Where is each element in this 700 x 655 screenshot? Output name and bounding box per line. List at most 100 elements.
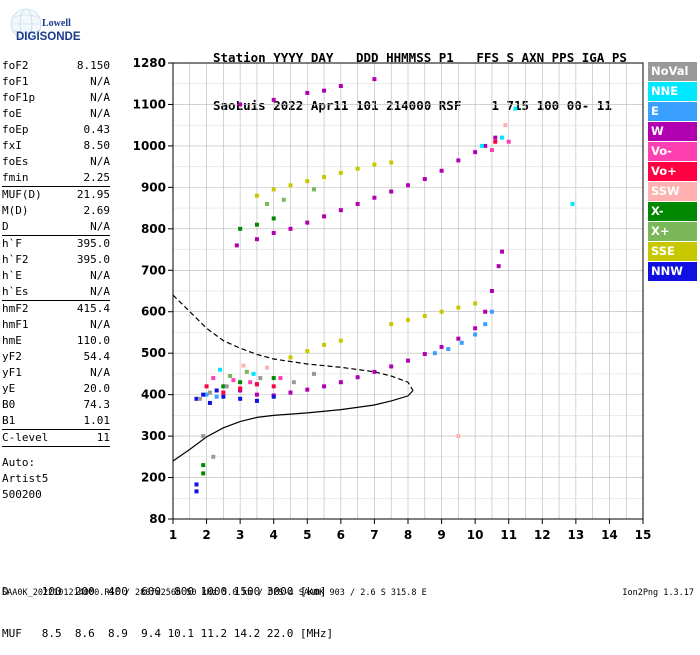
echo-point [322, 214, 327, 219]
header-values: SaoLuis 2022 Apr11 101 214000 RSF 1 715 … [213, 98, 612, 113]
param-row: hmF1 N/A [2, 317, 110, 333]
echo-point [479, 143, 484, 148]
param-label: fmin [2, 171, 29, 184]
echo-point [305, 90, 310, 95]
echo-point [271, 230, 276, 235]
param-value: N/A [90, 75, 110, 88]
echo-point [201, 434, 206, 439]
legend-item: SSE [648, 242, 697, 261]
x-tick-label: 5 [303, 528, 311, 542]
echo-point [473, 332, 478, 337]
echo-point [432, 351, 437, 356]
param-label: foF1p [2, 91, 36, 104]
echo-point [238, 396, 243, 401]
echo-point [254, 392, 259, 397]
param-row: fxI 8.50 [2, 138, 110, 154]
param-row: foF1p N/A [2, 90, 110, 106]
muf-table: D 100 200 400 600 800 1000 1500 3000 [km… [2, 557, 333, 655]
param-row: D N/A [2, 219, 110, 235]
echo-point [459, 340, 464, 345]
echo-point [278, 376, 283, 381]
param-label: foEp [2, 123, 29, 136]
echo-point [422, 352, 427, 357]
echo-point [238, 226, 243, 231]
echo-point [422, 177, 427, 182]
echo-point [221, 390, 226, 395]
echo-point [372, 77, 377, 82]
echo-point [493, 135, 498, 140]
ionogram-chart: 1 2 3 4 5 6 7 8 9 10 11 12 13 14 158020030040050060070… [133, 56, 652, 542]
echo-point [338, 208, 343, 213]
y-tick-label: 800 [141, 222, 166, 236]
param-value: 54.4 [83, 350, 111, 363]
param-value: 8.150 [76, 59, 110, 72]
echo-point [372, 195, 377, 200]
echo-point [221, 394, 226, 399]
legend-item: SSW [648, 182, 697, 201]
echo-point [224, 384, 229, 389]
echo-point [456, 434, 461, 439]
echo-point [503, 123, 508, 128]
echo-point [254, 398, 259, 403]
param-label: foE [2, 107, 22, 120]
chart-grid [172, 62, 644, 520]
param-value: 11 [96, 431, 110, 444]
param-row: fmin 2.25 [2, 170, 110, 186]
echo-point [322, 175, 327, 179]
param-label: yF2 [2, 350, 22, 363]
echo-point [241, 363, 246, 368]
echo-point [322, 88, 327, 93]
echo-point [194, 489, 199, 494]
echo-point [194, 482, 199, 487]
param-row: h`F2 395.0 [2, 252, 110, 268]
param-value: N/A [90, 318, 110, 331]
tick-labels: 1 2 3 4 5 6 7 8 9 10 11 12 13 14 158020030040050060070… [133, 56, 652, 542]
param-row: M(D) 2.69 [2, 203, 110, 219]
echo-point [288, 390, 293, 395]
echo-point [204, 392, 209, 397]
x-tick-label: 10 [467, 528, 484, 542]
param-label: hmF1 [2, 318, 29, 331]
echo-point [201, 471, 206, 476]
echo-point [570, 201, 575, 206]
echo-point [238, 388, 243, 393]
x-tick-label: 11 [500, 528, 517, 542]
echo-point [254, 222, 259, 227]
echo-point [271, 376, 276, 381]
echo-point [473, 326, 478, 331]
echo-point [288, 183, 293, 188]
legend-item: W [648, 122, 697, 141]
echo-point [338, 84, 343, 89]
echo-point [312, 371, 316, 376]
scaled-parameters-panel: foF2 8.150 foF1 N/A foF1p N/A foE N/A foEp 0.43 fx… [2, 58, 110, 503]
x-tick-label: 2 [202, 528, 210, 542]
echo-point [207, 390, 212, 395]
echo-point [194, 396, 199, 401]
echo-point [446, 347, 451, 352]
echo-point [456, 305, 461, 310]
echo-point [305, 349, 310, 354]
y-tick-label: 1100 [133, 97, 166, 111]
echo-point [271, 216, 276, 221]
param-value: N/A [90, 91, 110, 104]
param-value: 395.0 [76, 253, 110, 266]
param-label: C-level [2, 431, 49, 444]
param-value: 21.95 [76, 188, 110, 201]
echo-point [456, 158, 461, 163]
echo-point [251, 371, 256, 376]
echo-point [214, 388, 219, 393]
echo-point [265, 365, 269, 370]
chart-axes [168, 62, 644, 524]
param-label: hmF2 [2, 302, 29, 315]
dashed-profile-curve [172, 294, 414, 391]
echo-point [254, 237, 259, 242]
polarization-legend: NoVal NNE E W Vo- Vo+ SSW X- X+ SSE NNW [648, 62, 697, 282]
echo-point [473, 301, 478, 306]
param-row: foF2 8.150 [2, 58, 110, 74]
legend-item: NNE [648, 82, 697, 101]
param-value: 74.3 [83, 398, 111, 411]
param-label: foF2 [2, 59, 29, 72]
x-tick-label: 13 [568, 528, 585, 542]
echo-point [238, 102, 243, 107]
echo-point [483, 309, 488, 314]
